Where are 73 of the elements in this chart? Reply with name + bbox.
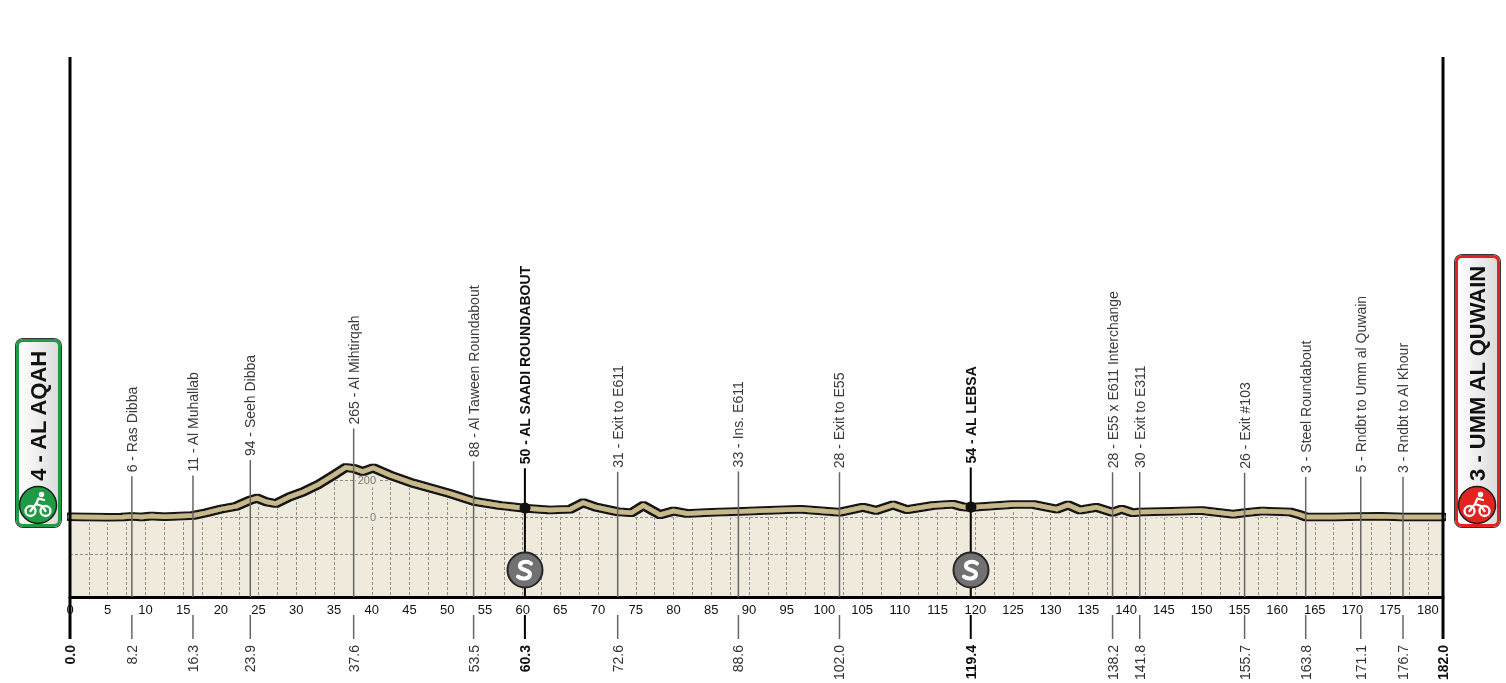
x-tick-label: 105	[851, 602, 873, 617]
ref-line-label: 28 - Exit to E55	[831, 372, 848, 469]
x-tick-label: 155	[1228, 602, 1251, 617]
x2-tick-label: 141.8	[1131, 644, 1148, 681]
x2-tick-label: 16.3	[184, 644, 201, 673]
x2-tick-label: 72.6	[609, 644, 626, 673]
x2-tick-label: 171.1	[1352, 644, 1369, 681]
x-tick-label: 130	[1039, 602, 1062, 617]
y-tick-label: 200	[357, 474, 376, 487]
x2-tick-label: 88.6	[730, 644, 747, 673]
x-tick-label: 5	[104, 602, 112, 617]
ref-line-label: 26 - Exit #103	[1236, 382, 1253, 469]
x-tick-label: 15	[175, 602, 191, 617]
ref-line-label: 265 - Al Mihtirqah	[345, 315, 362, 425]
ref-line-label: 3 - Rndbt to Al Khour	[1395, 342, 1412, 473]
x-tick-label: 75	[628, 602, 644, 617]
x-tick-label: 95	[779, 602, 794, 617]
x2-tick-label: 0.0	[62, 644, 78, 665]
x-tick-label: 180	[1417, 602, 1439, 617]
ref-line-label: 3 - UMM AL QUWAIN	[1464, 265, 1490, 481]
x2-tick-label: 163.8	[1297, 644, 1314, 681]
x2-tick-label: 102.0	[831, 644, 848, 681]
x-tick-label: 110	[889, 602, 911, 617]
x-tick-label: 55	[477, 602, 493, 617]
x-tick-label: 50	[439, 602, 455, 617]
x-tick-label: 45	[402, 602, 417, 617]
x-tick-label: 175	[1379, 602, 1402, 617]
ref-line-label: 88 - Al Taween Roundabout	[465, 285, 482, 458]
ref-line-label: 5 - Rndbt to Umm al Quwain	[1352, 295, 1369, 473]
x-tick-label: 100	[813, 602, 836, 617]
x-tick-label: 80	[666, 602, 681, 617]
x-tick-label: 85	[704, 602, 719, 617]
ref-line-label: 30 - Exit to E311	[1131, 365, 1148, 468]
ref-line-label: 54 - AL LEBSA	[962, 366, 979, 464]
x-tick-label: 150	[1190, 602, 1213, 617]
x-tick-label: 30	[289, 602, 304, 617]
ref-line-label: 3 - Steel Roundabout	[1297, 340, 1314, 473]
x2-tick-label: 37.6	[345, 644, 362, 673]
ref-line-label: 28 - E55 x E611 Interchange	[1104, 290, 1121, 469]
x-tick-label: 115	[927, 602, 948, 617]
x-tick-label: 40	[364, 602, 379, 617]
x2-tick-label: 182.0	[1435, 644, 1451, 681]
x-tick-label: 70	[590, 602, 606, 617]
x2-tick-label: 138.2	[1104, 644, 1121, 681]
x-tick-label: 160	[1266, 602, 1288, 617]
x-tick-label: 10	[138, 602, 153, 617]
x-tick-label: 35	[326, 602, 342, 617]
x-tick-label: 65	[553, 602, 568, 617]
x-tick-label: 165	[1303, 602, 1326, 617]
x-tick-label: 125	[1002, 602, 1024, 617]
x2-tick-label: 60.3	[516, 644, 533, 673]
x2-tick-label: 176.7	[1395, 644, 1412, 681]
ref-line-label: 33 - Ins. E611	[730, 381, 747, 468]
x-tick-label: 20	[213, 602, 229, 617]
x-tick-label: 145	[1153, 602, 1175, 617]
x2-tick-label: 23.9	[242, 644, 259, 673]
x-tick-label: 135	[1077, 602, 1100, 617]
ref-line-label: 31 - Exit to E611	[609, 365, 626, 468]
x-tick-label: 25	[251, 602, 266, 617]
x-tick-label: 120	[964, 602, 987, 617]
ref-line-label: 11 - Al Muhallab	[184, 371, 201, 472]
x2-tick-label: 8.2	[123, 644, 140, 665]
ref-line-label: 4 - AL AQAH	[25, 350, 51, 481]
x2-tick-label: 53.5	[465, 644, 482, 673]
x2-tick-label: 119.4	[962, 644, 979, 680]
ref-line-label: 6 - Ras Dibba	[123, 386, 140, 473]
ref-line-label: 94 - Seeh Dibba	[242, 354, 259, 457]
x2-tick-label: 155.7	[1236, 644, 1253, 681]
ref-line-label: 50 - AL SAADI ROUNDABOUT	[516, 265, 533, 465]
x-tick-label: 90	[741, 602, 757, 617]
x-tick-label: 60	[515, 602, 530, 617]
x-tick-label: 170	[1341, 602, 1364, 617]
x-tick-label: 140	[1115, 602, 1138, 617]
